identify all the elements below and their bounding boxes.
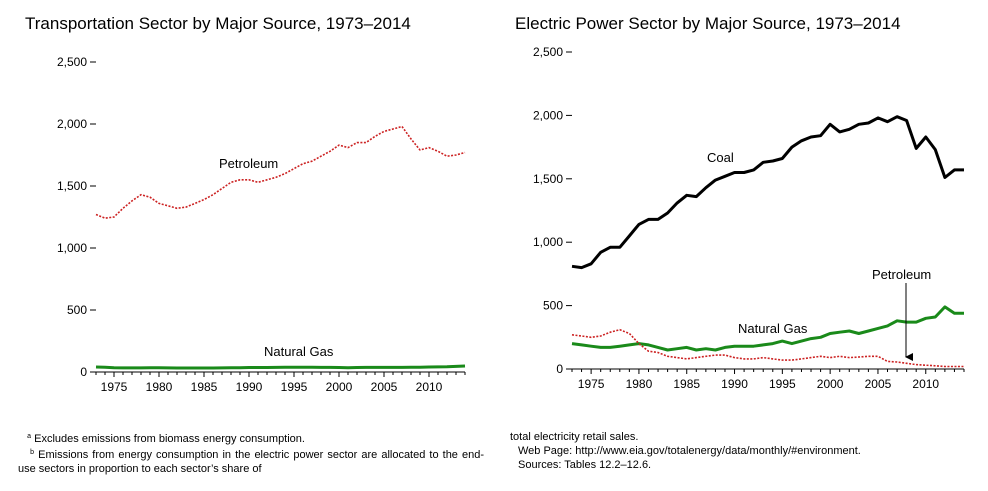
x-tick-label: 2005 — [865, 377, 892, 391]
y-tick-label: 2,000 — [57, 117, 87, 131]
x-tick-label: 1995 — [769, 377, 796, 391]
petroleum-series-line — [571, 328, 964, 368]
y-axis: 0 500 1,000 1,500 2,000 2,500 — [533, 45, 572, 376]
petroleum-series-label: Petroleum — [219, 156, 278, 171]
y-tick-label: 2,500 — [533, 45, 563, 59]
x-tick-label: 1985 — [673, 377, 700, 391]
x-tick-label: 2000 — [817, 377, 844, 391]
series-layer — [95, 125, 466, 370]
y-tick-label: 1,500 — [57, 179, 87, 193]
petroleum-series-line — [95, 125, 466, 219]
x-tick-label: 2010 — [416, 380, 443, 394]
electric-power-chart-title: Electric Power Sector by Major Source, 1… — [515, 14, 901, 33]
natural-gas-series-line — [95, 364, 466, 370]
y-tick-label: 1,500 — [533, 172, 563, 186]
electric-power-chart: 0 500 1,000 1,500 2,000 2,500 1975 1980 1985 199… — [533, 45, 965, 391]
x-axis: 1975 1980 1985 1990 1995 2000 2005 2010 — [95, 371, 466, 394]
x-axis: 1975 1980 1985 1990 1995 2000 2005 2010 — [571, 368, 965, 391]
y-tick-label: 2,000 — [533, 108, 563, 122]
web-page-note: Web Page: http://www.eia.gov/totalenergy… — [518, 445, 861, 457]
y-axis: 0 500 1,000 1,500 2,000 2,500 — [57, 55, 96, 379]
x-tick-label: 1975 — [101, 380, 128, 394]
y-tick-label: 1,000 — [533, 235, 563, 249]
y-tick-label: 1,000 — [57, 241, 87, 255]
x-tick-label: 1975 — [578, 377, 605, 391]
y-tick-label: 0 — [556, 362, 563, 376]
coal-series-label: Coal — [707, 150, 734, 165]
y-tick-label: 0 — [80, 365, 87, 379]
petroleum-series-label: Petroleum — [872, 267, 931, 282]
footnote-b-text: Emissions from energy consumption in the… — [18, 449, 484, 475]
x-tick-label: 1990 — [236, 380, 263, 394]
y-tick-label: 500 — [543, 299, 563, 313]
x-tick-label: 1995 — [281, 380, 308, 394]
natural-gas-series-label: Natural Gas — [264, 344, 334, 359]
x-tick-label: 1990 — [721, 377, 748, 391]
y-tick-label: 2,500 — [57, 55, 87, 69]
x-tick-label: 2005 — [371, 380, 398, 394]
footnotes-right: total electricity retail sales. Web Page… — [510, 430, 980, 472]
x-tick-label: 2000 — [326, 380, 353, 394]
x-tick-label: 1980 — [626, 377, 653, 391]
x-tick-label: 1985 — [191, 380, 218, 394]
footnote-a: a Excludes emissions from biomass energy… — [18, 430, 484, 446]
series-layer — [571, 115, 964, 368]
coal-series-line — [571, 115, 964, 270]
x-tick-label: 1980 — [146, 380, 173, 394]
footnote-b: b Emissions from energy consumption in t… — [18, 446, 484, 476]
footnote-continued: total electricity retail sales. — [510, 431, 639, 443]
footnotes-left: a Excludes emissions from biomass energy… — [18, 430, 484, 476]
footnote-a-mark: a — [27, 433, 32, 440]
footnote-a-text: Excludes emissions from biomass energy c… — [31, 433, 305, 445]
y-tick-label: 500 — [67, 303, 87, 317]
natural-gas-series-label: Natural Gas — [738, 321, 808, 336]
transportation-chart-title: Transportation Sector by Major Source, 1… — [25, 14, 411, 33]
footnote-b-mark: b — [30, 449, 35, 456]
transportation-chart: 0 500 1,000 1,500 2,000 2,500 1975 1980 1985 199… — [57, 55, 466, 394]
natural-gas-series-line — [571, 305, 964, 352]
sources-note: Sources: Tables 12.2–12.6. — [518, 459, 652, 471]
x-tick-label: 2010 — [912, 377, 939, 391]
